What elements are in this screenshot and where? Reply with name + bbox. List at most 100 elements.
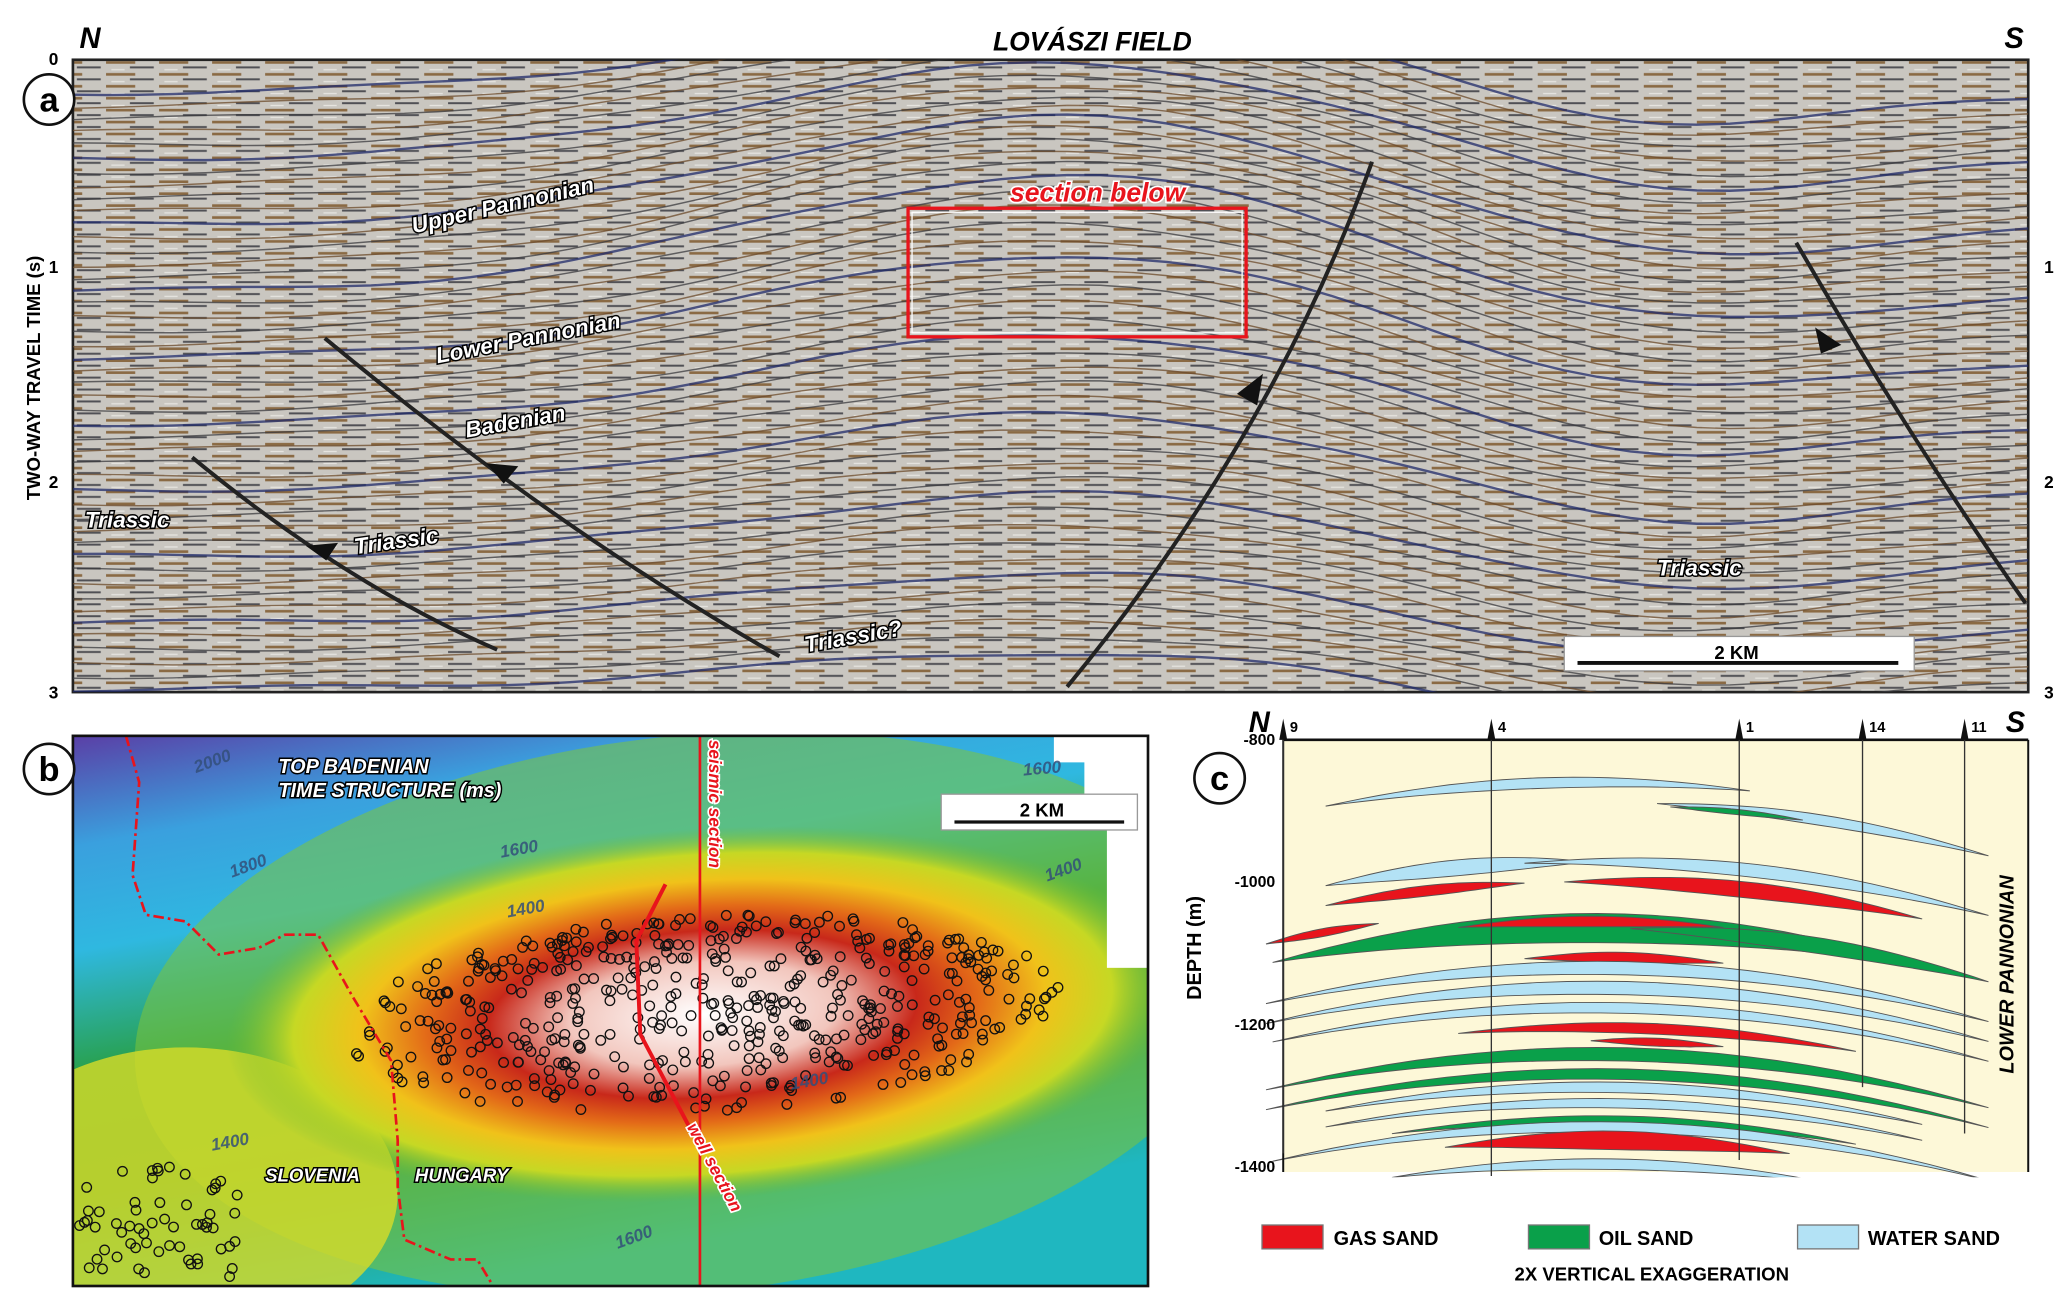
well-marker (789, 996, 801, 1008)
well-marker (441, 1072, 453, 1084)
well-marker (667, 1064, 679, 1076)
well-marker (755, 990, 766, 1001)
well-marker (653, 1023, 665, 1034)
well-marker (672, 939, 684, 950)
well-marker (909, 932, 921, 944)
well-marker (546, 1034, 558, 1046)
well-marker (895, 1077, 907, 1088)
well-marker (764, 960, 776, 972)
well-marker (770, 1006, 781, 1017)
reflector (72, 59, 2029, 162)
well-marker (907, 924, 919, 936)
reflector (72, 270, 2029, 399)
well-marker (851, 929, 862, 941)
well-marker (867, 1028, 879, 1040)
well-marker (483, 1002, 495, 1014)
reflector (72, 160, 2029, 304)
well-marker (707, 921, 719, 933)
unit-label: Triassic (1657, 555, 1742, 580)
well-marker (784, 1082, 795, 1094)
well-marker (570, 936, 582, 948)
well-marker (822, 910, 834, 922)
well-marker (881, 1046, 893, 1058)
well-marker (892, 1000, 903, 1012)
well-label: 1 (1746, 720, 1754, 736)
well-marker (976, 1028, 988, 1040)
sand-lens (1265, 1047, 1989, 1109)
well-marker (79, 1216, 90, 1228)
well-marker (906, 975, 918, 987)
reflector (72, 113, 2029, 256)
well-marker (474, 1041, 486, 1053)
well-marker (741, 1015, 753, 1027)
well-marker (766, 1080, 777, 1091)
legend-swatch-water (1796, 1224, 1860, 1250)
well-marker (179, 1168, 191, 1180)
well-marker (716, 1024, 728, 1036)
well-marker (111, 1251, 123, 1263)
well-marker (652, 918, 664, 930)
well-marker (981, 952, 993, 964)
well-marker (963, 1002, 975, 1014)
sand-lens (1265, 1068, 1989, 1129)
well-marker (535, 1054, 547, 1066)
well-marker (567, 998, 579, 1009)
reflector (72, 366, 2029, 480)
arrow-icon (486, 463, 519, 484)
y-axis-label-a: TWO-WAY TRAVEL TIME (s) (23, 256, 44, 501)
y-tick: -1000 (1235, 874, 1276, 891)
well-marker (463, 1065, 474, 1076)
well-marker (159, 1213, 171, 1225)
well-marker (484, 972, 496, 983)
reflector (72, 239, 2029, 375)
well-marker (621, 951, 633, 963)
well-marker (1033, 1004, 1045, 1016)
well-marker (1037, 1010, 1049, 1022)
well-marker (574, 1042, 586, 1054)
well-marker (786, 1085, 797, 1097)
sand-lens (1325, 881, 1525, 906)
well-marker (753, 1052, 765, 1064)
well-marker (854, 942, 866, 954)
well-marker (813, 916, 825, 928)
well-marker (507, 1032, 519, 1043)
well-marker (743, 1000, 755, 1012)
well-marker (541, 1086, 553, 1098)
well-marker (433, 1020, 445, 1031)
well-marker (99, 1244, 111, 1256)
figure-title: LOVÁSZI FIELD (993, 26, 1192, 56)
reflector (72, 429, 2029, 539)
y-tick: 0 (49, 49, 59, 69)
well-marker (677, 952, 689, 964)
well-marker (231, 1189, 243, 1201)
seismic-section-label: seismic section (705, 740, 725, 868)
sand-lens (1524, 857, 1989, 916)
fault-line (1065, 161, 1374, 689)
well-marker (855, 1034, 867, 1046)
reflector (72, 61, 2029, 192)
well-marker (464, 1005, 476, 1017)
reflector (72, 59, 2029, 136)
well-marker (146, 1165, 158, 1176)
well-marker (834, 951, 846, 963)
time-structure-map (72, 735, 1149, 1286)
reflector (72, 188, 2029, 334)
well-section-line (634, 883, 692, 1128)
well-marker (954, 1017, 966, 1029)
well-marker (754, 1022, 766, 1033)
well-marker (201, 1221, 212, 1233)
well-marker (674, 914, 685, 925)
well-marker (83, 1262, 95, 1274)
reflector (72, 653, 1438, 693)
well-marker (752, 1036, 764, 1048)
well-marker (983, 984, 995, 996)
y-tick: -800 (1243, 732, 1275, 749)
well-marker (665, 991, 677, 1002)
well-marker (1015, 1013, 1027, 1025)
well-marker (879, 965, 891, 977)
well-marker (552, 947, 564, 959)
well-marker-icon (1858, 718, 1867, 740)
well-marker (192, 1258, 204, 1270)
well-marker (512, 1096, 523, 1107)
well-marker (551, 990, 563, 1002)
